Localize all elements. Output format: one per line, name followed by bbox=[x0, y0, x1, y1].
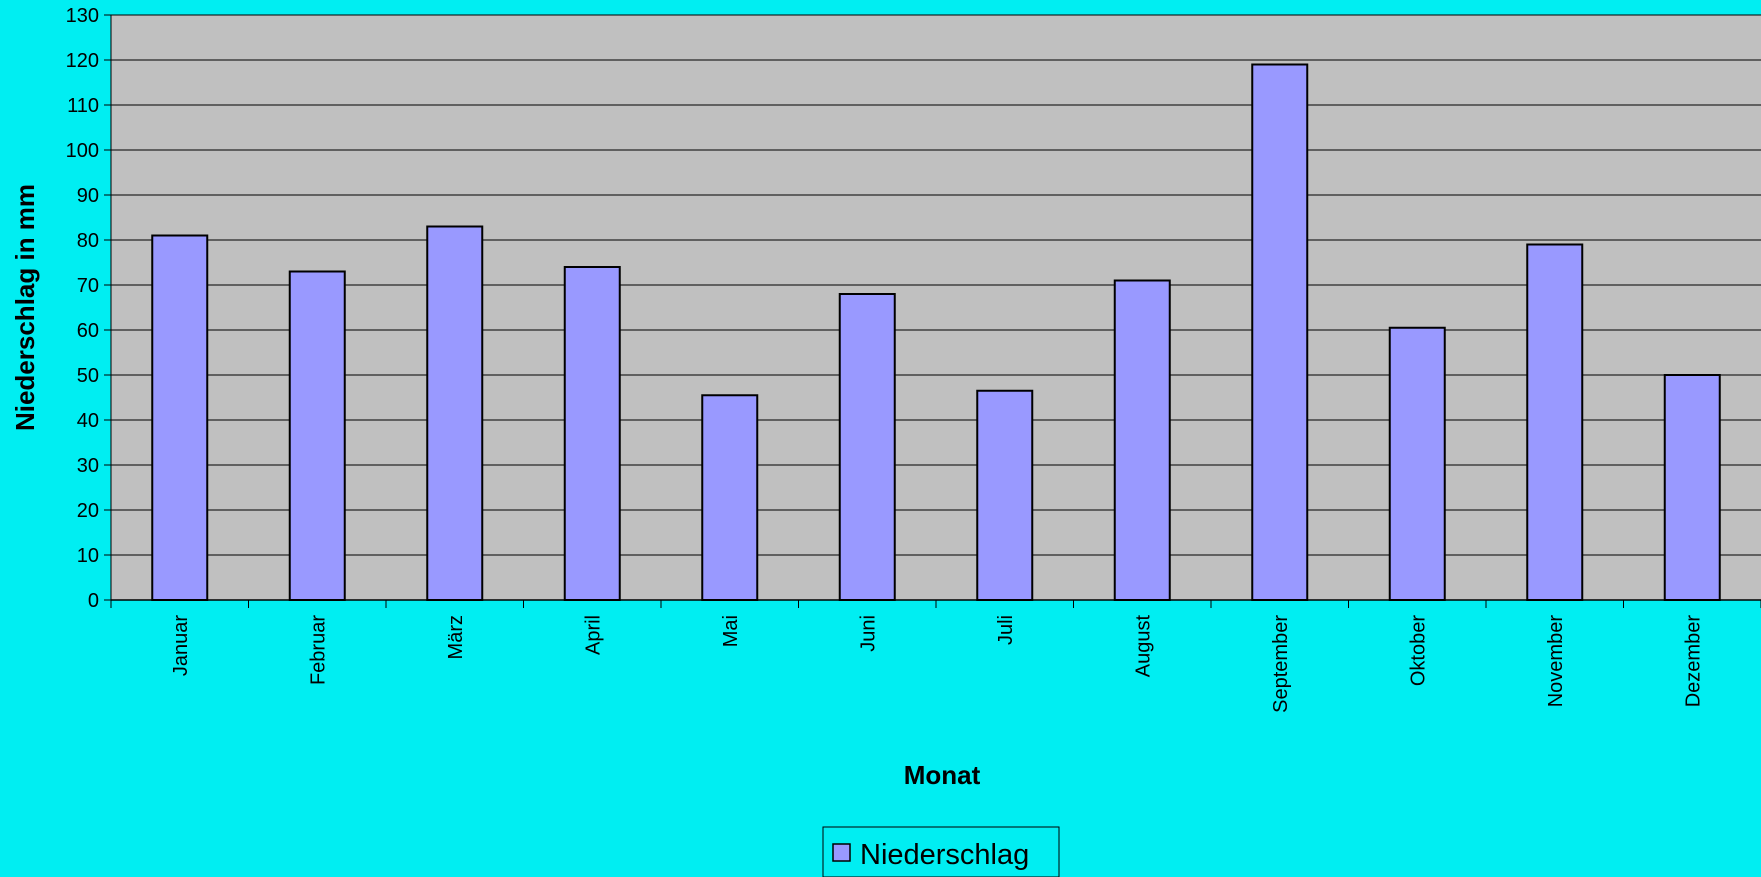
y-tick-label: 70 bbox=[77, 275, 99, 297]
x-tick-label: Oktober bbox=[1407, 615, 1429, 686]
bar bbox=[426, 225, 484, 601]
bar bbox=[563, 266, 621, 601]
x-tick-label: November bbox=[1545, 615, 1567, 708]
x-tick-label: September bbox=[1270, 615, 1292, 713]
y-tick-label: 50 bbox=[77, 365, 99, 387]
y-tick-label: 10 bbox=[77, 545, 99, 567]
x-tick-label: August bbox=[1132, 615, 1154, 678]
y-tick-label: 20 bbox=[77, 500, 99, 522]
y-axis: 0 10 20 30 40 50 60 70 80 90 100 110 120 130 bbox=[66, 5, 112, 612]
x-tick-label: April bbox=[582, 615, 604, 655]
x-tick-label: Juli bbox=[995, 615, 1017, 645]
x-axis: Januar Februar März April Mai Juni Juli August S… bbox=[110, 599, 1761, 713]
bar bbox=[838, 293, 896, 601]
bar bbox=[1663, 374, 1721, 601]
y-tick-label: 80 bbox=[77, 230, 99, 252]
bar bbox=[1251, 63, 1309, 601]
x-tick-label: Juni bbox=[857, 615, 879, 652]
y-axis-title: Niederschlag in mm bbox=[10, 184, 40, 431]
bars bbox=[151, 63, 1721, 601]
x-tick-label: März bbox=[445, 615, 467, 659]
x-tick-label: Februar bbox=[307, 615, 329, 685]
bar bbox=[288, 270, 346, 601]
x-axis-title: Monat bbox=[904, 760, 981, 790]
y-tick-label: 30 bbox=[77, 455, 99, 477]
bar bbox=[151, 234, 209, 601]
x-tick-label: Mai bbox=[720, 615, 742, 647]
legend-box bbox=[822, 826, 1060, 877]
x-tick-label: Dezember bbox=[1682, 615, 1704, 708]
y-tick-label: 0 bbox=[88, 590, 99, 612]
y-tick-label: 40 bbox=[77, 410, 99, 432]
y-tick-label: 90 bbox=[77, 185, 99, 207]
bar bbox=[1388, 326, 1446, 601]
y-tick-label: 100 bbox=[66, 140, 99, 162]
y-tick-label: 120 bbox=[66, 50, 99, 72]
bar bbox=[1526, 243, 1584, 601]
bar bbox=[976, 389, 1034, 601]
y-tick-label: 110 bbox=[67, 95, 99, 117]
legend-label: Niederschlag bbox=[860, 839, 1029, 871]
bar bbox=[701, 394, 759, 601]
plot-area bbox=[111, 15, 1761, 600]
y-tick-label: 60 bbox=[77, 320, 99, 342]
legend: Niederschlag bbox=[822, 826, 1060, 877]
legend-swatch bbox=[832, 843, 851, 862]
y-tick-label: 130 bbox=[66, 5, 99, 27]
bar bbox=[1113, 279, 1171, 601]
gridlines bbox=[111, 14, 1761, 556]
x-tick-label: Januar bbox=[170, 615, 192, 676]
